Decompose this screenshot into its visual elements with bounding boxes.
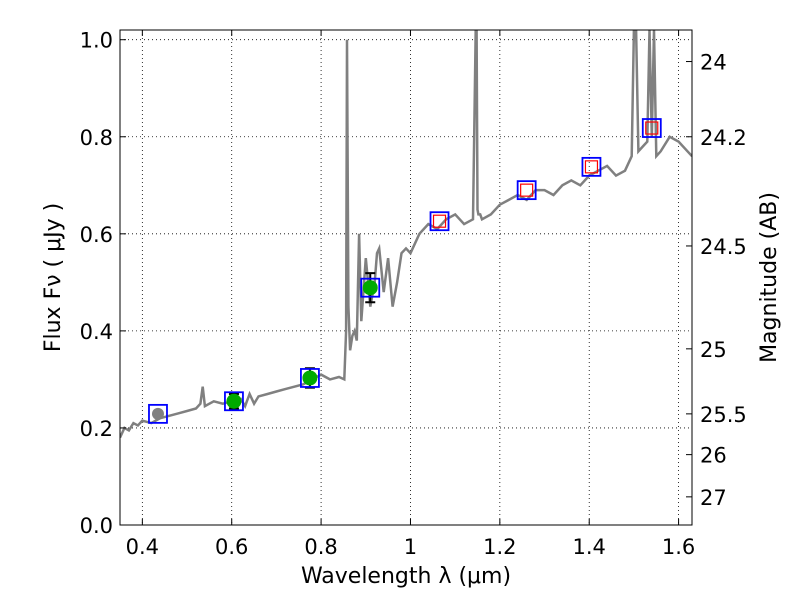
observed-flux-marker (226, 393, 242, 409)
photometry-point (224, 391, 244, 412)
model-flux-box (581, 156, 602, 177)
axis-ticks: 0.4 0.6 0.8 1 1.2 1.4 1.6 0.0 0.2 0.4 0.6 0.8 1.0 24 2… (80, 29, 747, 559)
right-tick-label: 25 (700, 338, 727, 362)
plot-content (120, 30, 692, 439)
photometry-point (148, 403, 168, 424)
x-tick-label: 0.8 (304, 535, 337, 559)
y-tick-label: 0.4 (80, 320, 113, 344)
grid-lines (120, 30, 692, 526)
observed-flux-marker (362, 280, 378, 296)
photometry-point (429, 211, 450, 232)
x-tick-label: 0.6 (215, 535, 248, 559)
x-axis-label: Wavelength λ (μm) (301, 564, 511, 589)
x-tick-label: 1.2 (483, 535, 516, 559)
y-tick-label: 0.0 (80, 514, 113, 538)
model-flux-box (516, 180, 537, 201)
observed-flux-marker (302, 370, 318, 386)
y-tick-label: 0.8 (80, 126, 113, 150)
y-tick-label: 1.0 (80, 29, 113, 53)
upper-limit-marker (151, 407, 164, 420)
photometry-point (300, 367, 320, 389)
photometry-markers (148, 118, 662, 424)
model-only-marker (645, 121, 659, 135)
photometry-point (516, 180, 537, 201)
model-only-marker (584, 160, 599, 174)
x-tick-label: 0.4 (126, 535, 159, 559)
model-flux-box (300, 368, 320, 388)
x-tick-label: 1 (404, 535, 417, 559)
model-flux-box (360, 277, 381, 298)
photometry-point (360, 272, 381, 304)
x-tick-label: 1.4 (573, 535, 606, 559)
right-tick-label: 24.5 (700, 235, 747, 259)
y-axis-label: Flux Fν ( μJy ) (41, 203, 66, 352)
right-tick-label: 24.2 (700, 126, 747, 150)
plot-frame (119, 29, 693, 526)
photometry-point (581, 156, 602, 177)
right-tick-label: 27 (700, 486, 727, 510)
model-flux-box (148, 403, 168, 424)
model-flux-box (224, 391, 244, 412)
right-tick-label: 26 (700, 444, 727, 468)
photometry-point (641, 118, 662, 138)
right-tick-label: 25.5 (700, 403, 747, 427)
spectrum-line (120, 30, 692, 439)
model-flux-box (429, 211, 450, 232)
model-flux-box (641, 118, 662, 138)
model-only-marker (432, 214, 447, 228)
y-tick-label: 0.2 (80, 417, 113, 441)
y-tick-label: 0.6 (80, 223, 113, 247)
model-only-marker (520, 183, 534, 197)
x-tick-label: 1.6 (662, 535, 695, 559)
right-tick-label: 24 (700, 51, 727, 75)
right-axis-label: Magnitude (AB) (757, 192, 782, 363)
